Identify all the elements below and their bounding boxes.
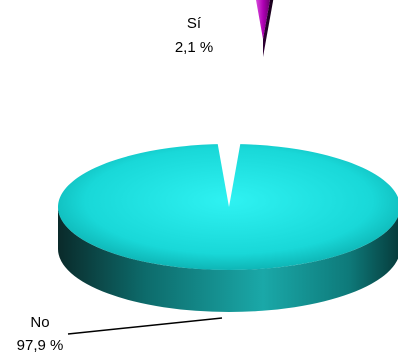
label-no-value: 97,9 %	[17, 337, 64, 354]
pie-slice-si-top	[256, 0, 270, 39]
pie-slice-no	[58, 144, 398, 312]
label-no-name: No	[30, 314, 49, 331]
leader-line-no	[67, 317, 223, 335]
pie-slice-no-side	[58, 207, 398, 312]
label-si-value: 2,1 %	[175, 39, 213, 56]
label-si-name: Sí	[187, 15, 202, 32]
pie-slice-no-top	[58, 144, 398, 270]
pie-slice-si	[256, 0, 274, 57]
pie-slice-si-side	[263, 0, 274, 57]
